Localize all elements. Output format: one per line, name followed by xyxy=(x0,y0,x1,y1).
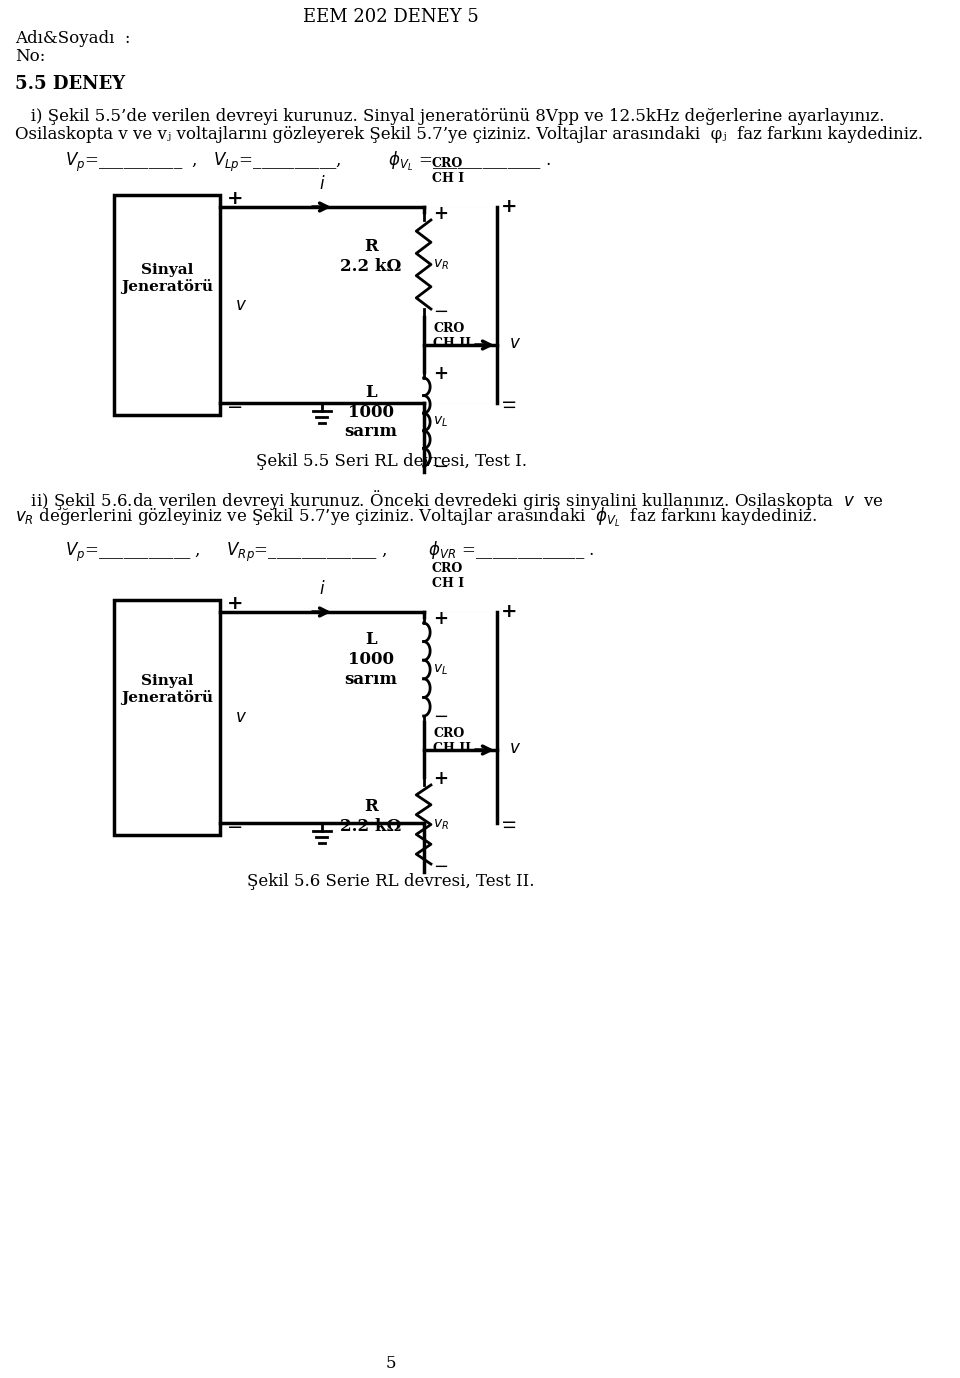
Text: −: − xyxy=(501,400,516,418)
Text: +: + xyxy=(433,610,448,628)
Text: −: − xyxy=(501,819,516,836)
Text: $V_p$=__________  ,   $V_{Lp}$=__________,         $\phi_{V_L}$ =_____________ .: $V_p$=__________ , $V_{Lp}$=__________, … xyxy=(65,150,551,174)
Text: CRO
CH I: CRO CH I xyxy=(432,157,464,185)
Text: CRO
CH II: CRO CH II xyxy=(433,322,471,350)
Text: −: − xyxy=(433,858,448,876)
Text: $v$: $v$ xyxy=(234,710,247,726)
Text: $v_L$: $v_L$ xyxy=(433,663,448,677)
Text: $i$: $i$ xyxy=(319,580,325,598)
Text: −: − xyxy=(433,303,448,321)
Text: $v$: $v$ xyxy=(234,296,247,314)
Text: R
2.2 kΩ: R 2.2 kΩ xyxy=(340,238,401,274)
Text: Osilaskopta v ve vⱼ voltajlarını gözleyerek Şekil 5.7’ye çiziniz. Voltajlar aras: Osilaskopta v ve vⱼ voltajlarını gözleye… xyxy=(14,125,923,143)
Text: 5.5 DENEY: 5.5 DENEY xyxy=(14,74,125,92)
Bar xyxy=(114,599,220,835)
Text: $V_p$=___________ ,     $V_{Rp}$=_____________ ,        $\phi_{VR}$ =___________: $V_p$=___________ , $V_{Rp}$=___________… xyxy=(65,540,595,564)
Text: $i$: $i$ xyxy=(319,175,325,193)
Text: +: + xyxy=(433,205,448,223)
Text: +: + xyxy=(433,770,448,788)
Text: ii) Şekil 5.6.da verilen devreyi kurunuz. Önceki devredeki giriş sinyalini kulla: ii) Şekil 5.6.da verilen devreyi kurunuz… xyxy=(14,488,883,513)
Text: $v$: $v$ xyxy=(509,740,521,757)
Text: Şekil 5.6 Serie RL devresi, Test II.: Şekil 5.6 Serie RL devresi, Test II. xyxy=(248,874,535,890)
Text: $v$: $v$ xyxy=(509,335,521,351)
Text: EEM 202 DENEY 5: EEM 202 DENEY 5 xyxy=(303,8,479,26)
Text: L
1000
sarım: L 1000 sarım xyxy=(344,384,397,440)
Text: No:: No: xyxy=(14,48,45,65)
Bar xyxy=(114,196,220,415)
Text: $v_L$: $v_L$ xyxy=(433,415,448,429)
Text: +: + xyxy=(433,365,448,383)
Text: CRO
CH I: CRO CH I xyxy=(432,562,464,590)
Text: $v_R$: $v_R$ xyxy=(433,258,449,271)
Text: −: − xyxy=(227,819,243,836)
Text: +: + xyxy=(227,190,243,208)
Text: +: + xyxy=(227,595,243,613)
Text: −: − xyxy=(433,708,448,726)
Text: CRO
CH II: CRO CH II xyxy=(433,728,471,755)
Text: Adı&Soyadı  :: Adı&Soyadı : xyxy=(14,30,131,47)
Text: Sinyal
Jeneratörü: Sinyal Jeneratörü xyxy=(121,674,213,706)
Text: Sinyal
Jeneratörü: Sinyal Jeneratörü xyxy=(121,263,213,295)
Text: 5: 5 xyxy=(386,1355,396,1372)
Text: −: − xyxy=(433,457,448,475)
Text: $v_R$: $v_R$ xyxy=(433,817,449,832)
Text: $v_R$ değerlerini gözleyiniz ve Şekil 5.7’ye çiziniz. Voltajlar arasındaki  $\ph: $v_R$ değerlerini gözleyiniz ve Şekil 5.… xyxy=(14,506,817,529)
Text: −: − xyxy=(501,814,517,832)
Text: R
2.2 kΩ: R 2.2 kΩ xyxy=(340,798,401,835)
Text: −: − xyxy=(227,400,243,418)
Text: −: − xyxy=(501,394,517,412)
Text: +: + xyxy=(501,198,517,216)
Text: L
1000
sarım: L 1000 sarım xyxy=(344,631,397,688)
Text: Şekil 5.5 Seri RL devresi, Test I.: Şekil 5.5 Seri RL devresi, Test I. xyxy=(255,453,526,470)
Text: +: + xyxy=(501,604,517,621)
Text: i) Şekil 5.5’de verilen devreyi kurunuz. Sinyal jeneratörünü 8Vpp ve 12.5kHz değ: i) Şekil 5.5’de verilen devreyi kurunuz.… xyxy=(14,107,884,125)
